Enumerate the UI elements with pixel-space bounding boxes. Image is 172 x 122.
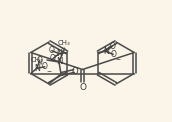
Text: N: N xyxy=(56,57,62,66)
Text: N: N xyxy=(34,64,40,73)
Text: −: − xyxy=(54,53,59,58)
Text: O: O xyxy=(37,56,42,65)
Text: O: O xyxy=(72,66,78,76)
Text: O: O xyxy=(110,50,116,59)
Text: O: O xyxy=(42,62,48,71)
Text: CH₃: CH₃ xyxy=(30,57,43,63)
Text: +: + xyxy=(39,61,43,66)
Text: O: O xyxy=(50,54,56,63)
Text: N: N xyxy=(56,49,62,58)
Text: O: O xyxy=(109,42,115,51)
Text: +: + xyxy=(61,46,65,51)
Text: CH₃: CH₃ xyxy=(58,40,70,46)
Text: N: N xyxy=(103,47,109,56)
Text: −: − xyxy=(115,56,120,61)
Text: O: O xyxy=(79,83,86,92)
Text: −: − xyxy=(47,69,52,74)
Text: O: O xyxy=(49,46,55,55)
Text: +: + xyxy=(108,44,112,49)
